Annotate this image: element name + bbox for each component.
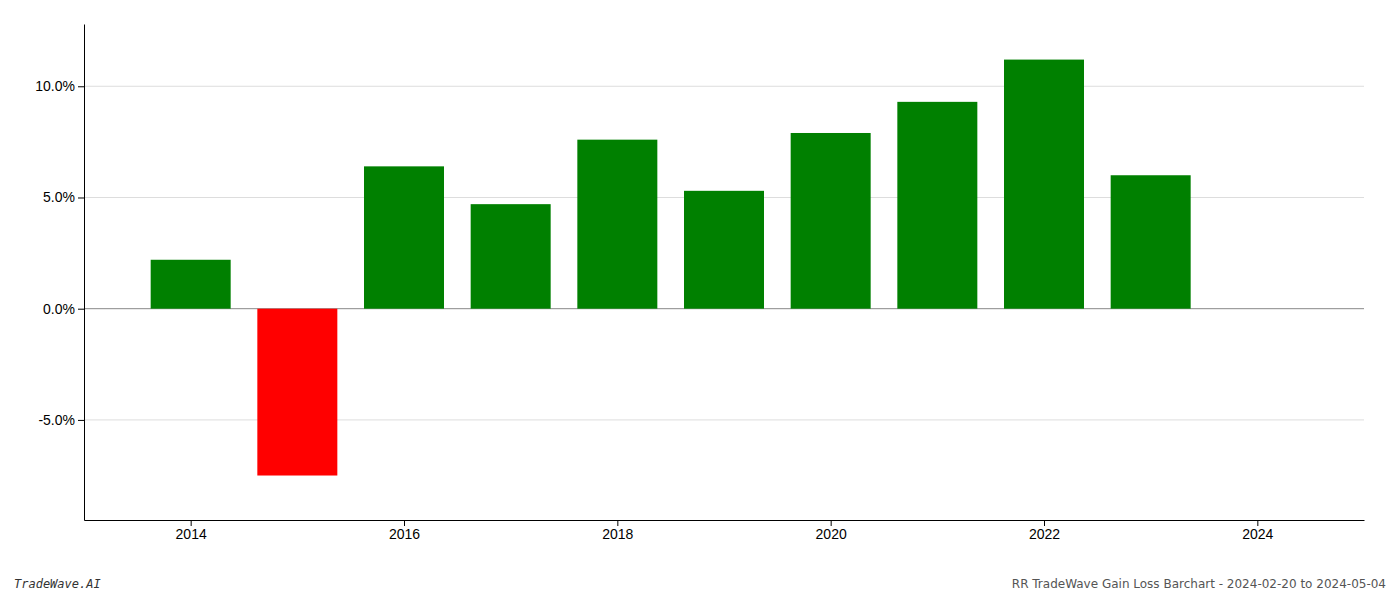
x-tick: 2024 [1242, 520, 1273, 542]
x-tick-label: 2022 [1029, 526, 1060, 542]
y-axis: -5.0% 0.0% 5.0% 10.0% [35, 25, 84, 521]
y-tick-label: 0.0% [43, 301, 75, 317]
bar [897, 102, 977, 309]
bar [1111, 175, 1191, 308]
bar [1004, 60, 1084, 309]
y-tick-label: 5.0% [43, 189, 75, 205]
y-axis-line [84, 25, 85, 521]
y-tick-mark [78, 420, 84, 421]
x-tick-label: 2016 [389, 526, 420, 542]
x-tick: 2016 [389, 520, 420, 542]
bar [791, 133, 871, 309]
bar [577, 140, 657, 309]
y-tick: 10.0% [35, 78, 84, 94]
y-tick: 5.0% [43, 189, 84, 205]
bar [684, 191, 764, 309]
x-tick-label: 2014 [176, 526, 207, 542]
y-tick-label: -5.0% [38, 412, 75, 428]
bar [151, 260, 231, 309]
bar [364, 166, 444, 308]
x-tick-label: 2020 [816, 526, 847, 542]
x-tick: 2018 [602, 520, 633, 542]
x-tick-label: 2018 [602, 526, 633, 542]
x-tick-label: 2024 [1242, 526, 1273, 542]
y-tick-mark [78, 309, 84, 310]
y-tick-label: 10.0% [35, 78, 75, 94]
x-tick: 2022 [1029, 520, 1060, 542]
x-axis: 2014 2016 2018 2020 2022 2024 [85, 520, 1365, 542]
bar [257, 309, 337, 476]
bar [471, 204, 551, 309]
plot: -5.0%0.0%5.0%10.0%2014201620182020202220… [35, 25, 1364, 542]
x-tick: 2014 [176, 520, 207, 542]
x-axis-line [85, 520, 1365, 521]
y-tick-mark [78, 197, 84, 198]
x-tick: 2020 [816, 520, 847, 542]
y-tick-mark [78, 86, 84, 87]
grid-line [84, 86, 1364, 87]
y-tick: -5.0% [38, 412, 84, 428]
footer: RR TradeWave Gain Loss Barchart - 2024-0… [1012, 577, 1386, 591]
y-tick: 0.0% [43, 301, 84, 317]
chart: -5.0%0.0%5.0%10.0%2014201620182020202220… [0, 0, 1400, 600]
footer: TradeWave.AI [14, 577, 101, 591]
bars [151, 60, 1191, 476]
